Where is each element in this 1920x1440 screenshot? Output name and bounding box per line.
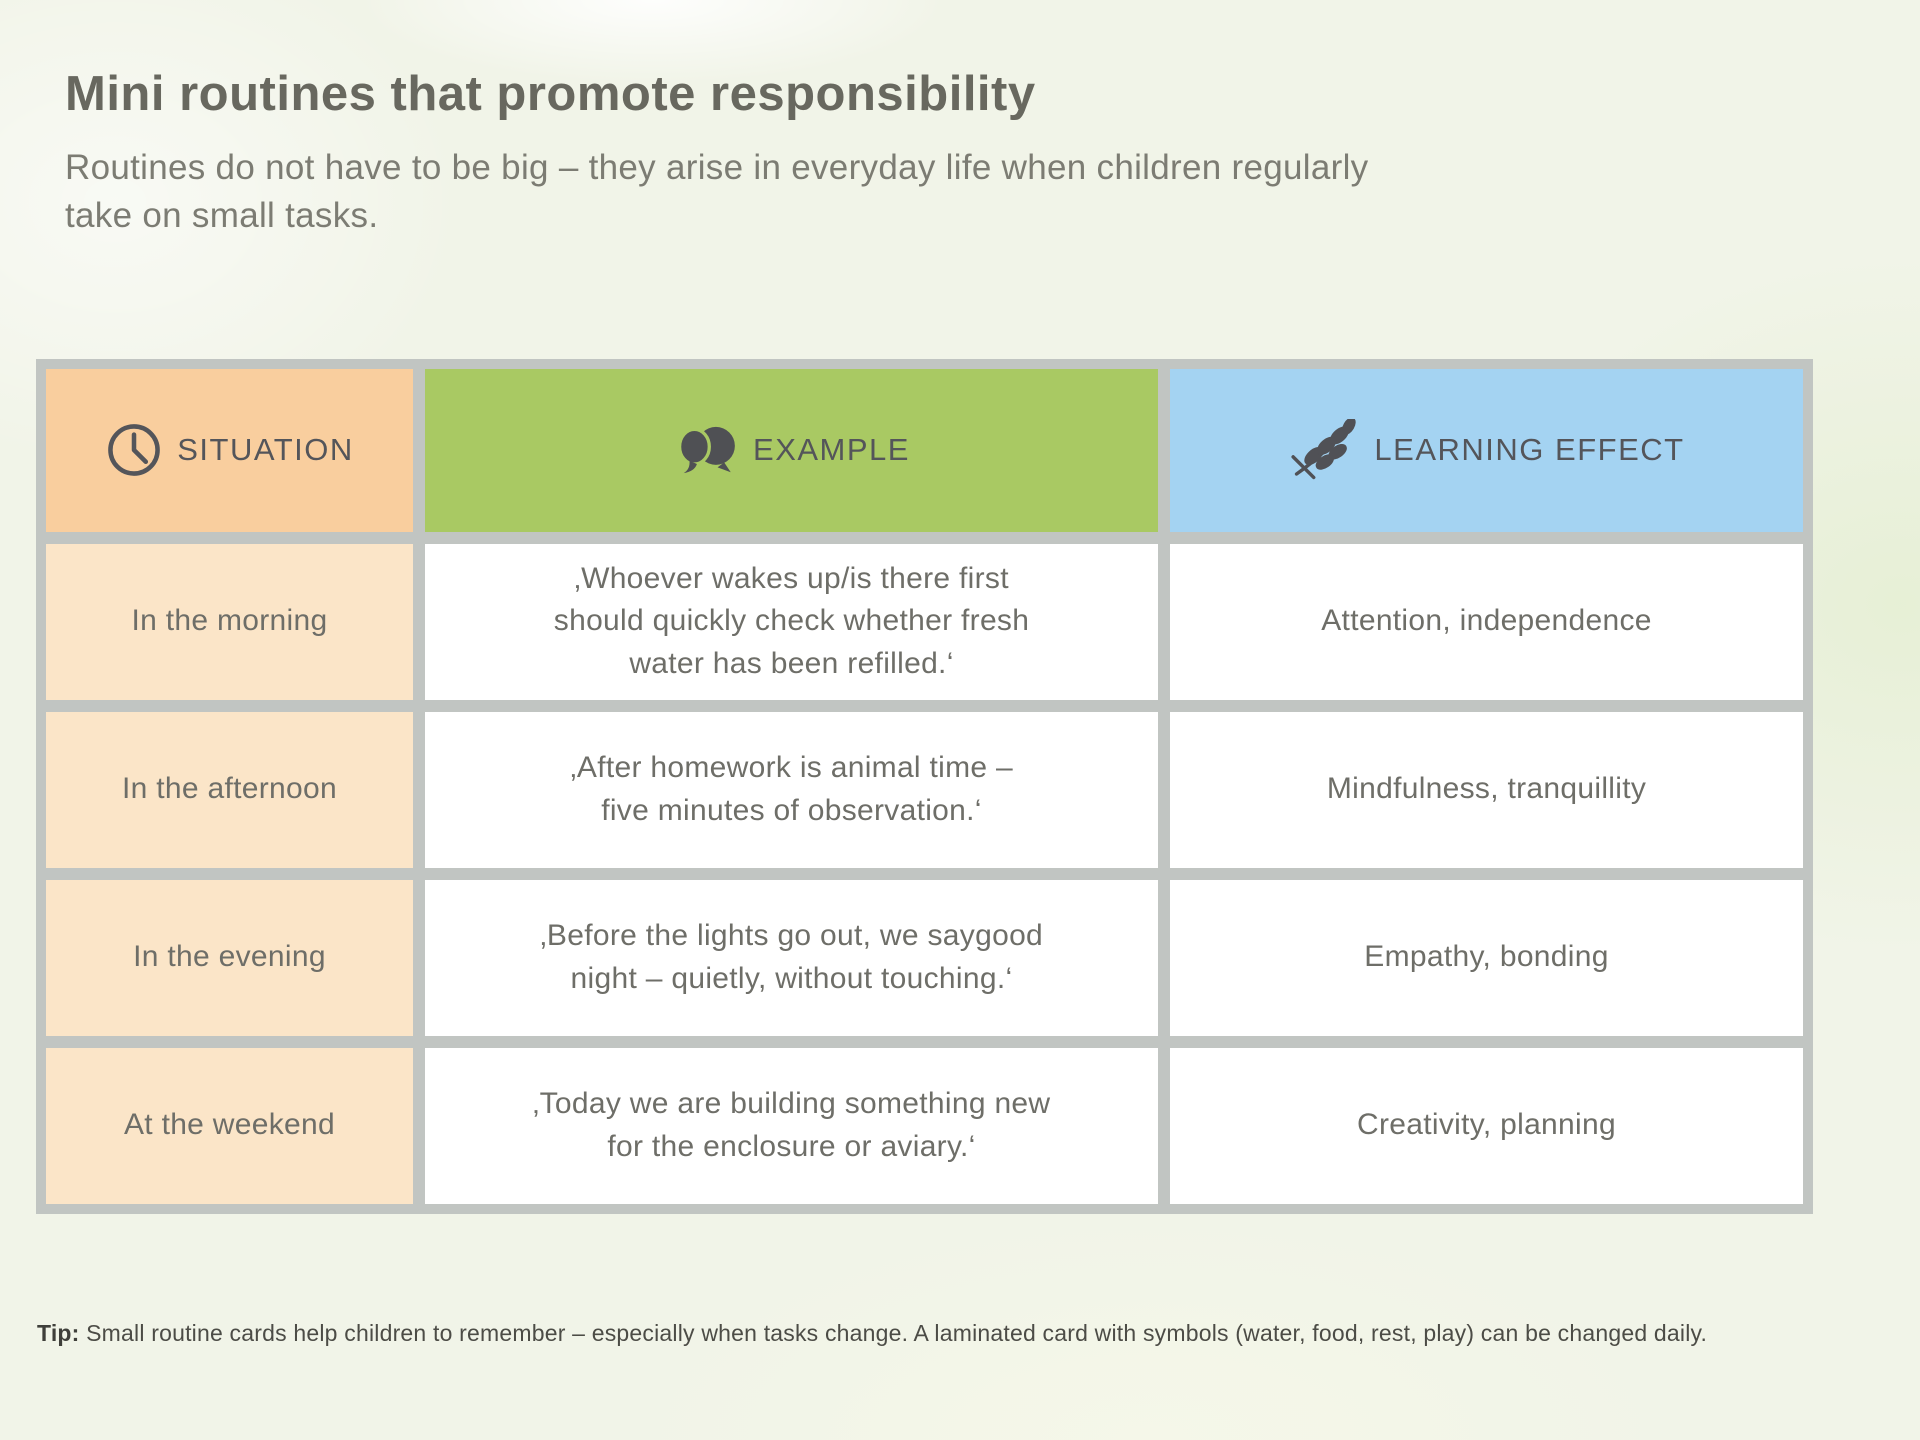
example-cell: ‚Whoever wakes up/is there first should … (425, 543, 1158, 700)
table-header-learning-effect: LEARNING EFFECT (1170, 368, 1803, 532)
table-header-example: EXAMPLE (425, 368, 1158, 532)
speech-bubbles-icon (673, 421, 739, 479)
table-header-label: LEARNING EFFECT (1374, 432, 1685, 468)
example-cell: ‚After homework is animal time – five mi… (425, 711, 1158, 868)
learning-effect-cell: Creativity, planning (1170, 1047, 1803, 1204)
page-header: Mini routines that promote responsibilit… (0, 0, 1920, 241)
tip-label: Tip: (37, 1319, 80, 1346)
page-subtitle: Routines do not have to be big – they ar… (65, 148, 1369, 236)
routines-table: SITUATION EXAMPLE (36, 358, 1813, 1214)
learning-effect-cell: Empathy, bonding (1170, 879, 1803, 1036)
table-header-label: EXAMPLE (753, 432, 910, 468)
situation-cell: In the evening (46, 879, 413, 1036)
tip-text: Small routine cards help children to rem… (86, 1319, 1708, 1346)
example-cell: ‚Before the lights go out, we saygood ni… (425, 879, 1158, 1036)
table-header-situation: SITUATION (46, 368, 413, 532)
learning-effect-cell: Mindfulness, tranquillity (1170, 711, 1803, 868)
example-cell: ‚Today we are building something new for… (425, 1047, 1158, 1204)
situation-cell: At the weekend (46, 1047, 413, 1204)
page-title: Mini routines that promote responsibilit… (65, 67, 1036, 121)
situation-cell: In the afternoon (46, 711, 413, 868)
tip-note: Tip: Small routine cards help children t… (37, 1320, 1920, 1347)
learning-effect-cell: Attention, independence (1170, 543, 1803, 700)
branch-icon (1288, 419, 1360, 481)
clock-icon (105, 421, 163, 479)
table-header-label: SITUATION (177, 432, 354, 468)
situation-cell: In the morning (46, 543, 413, 700)
